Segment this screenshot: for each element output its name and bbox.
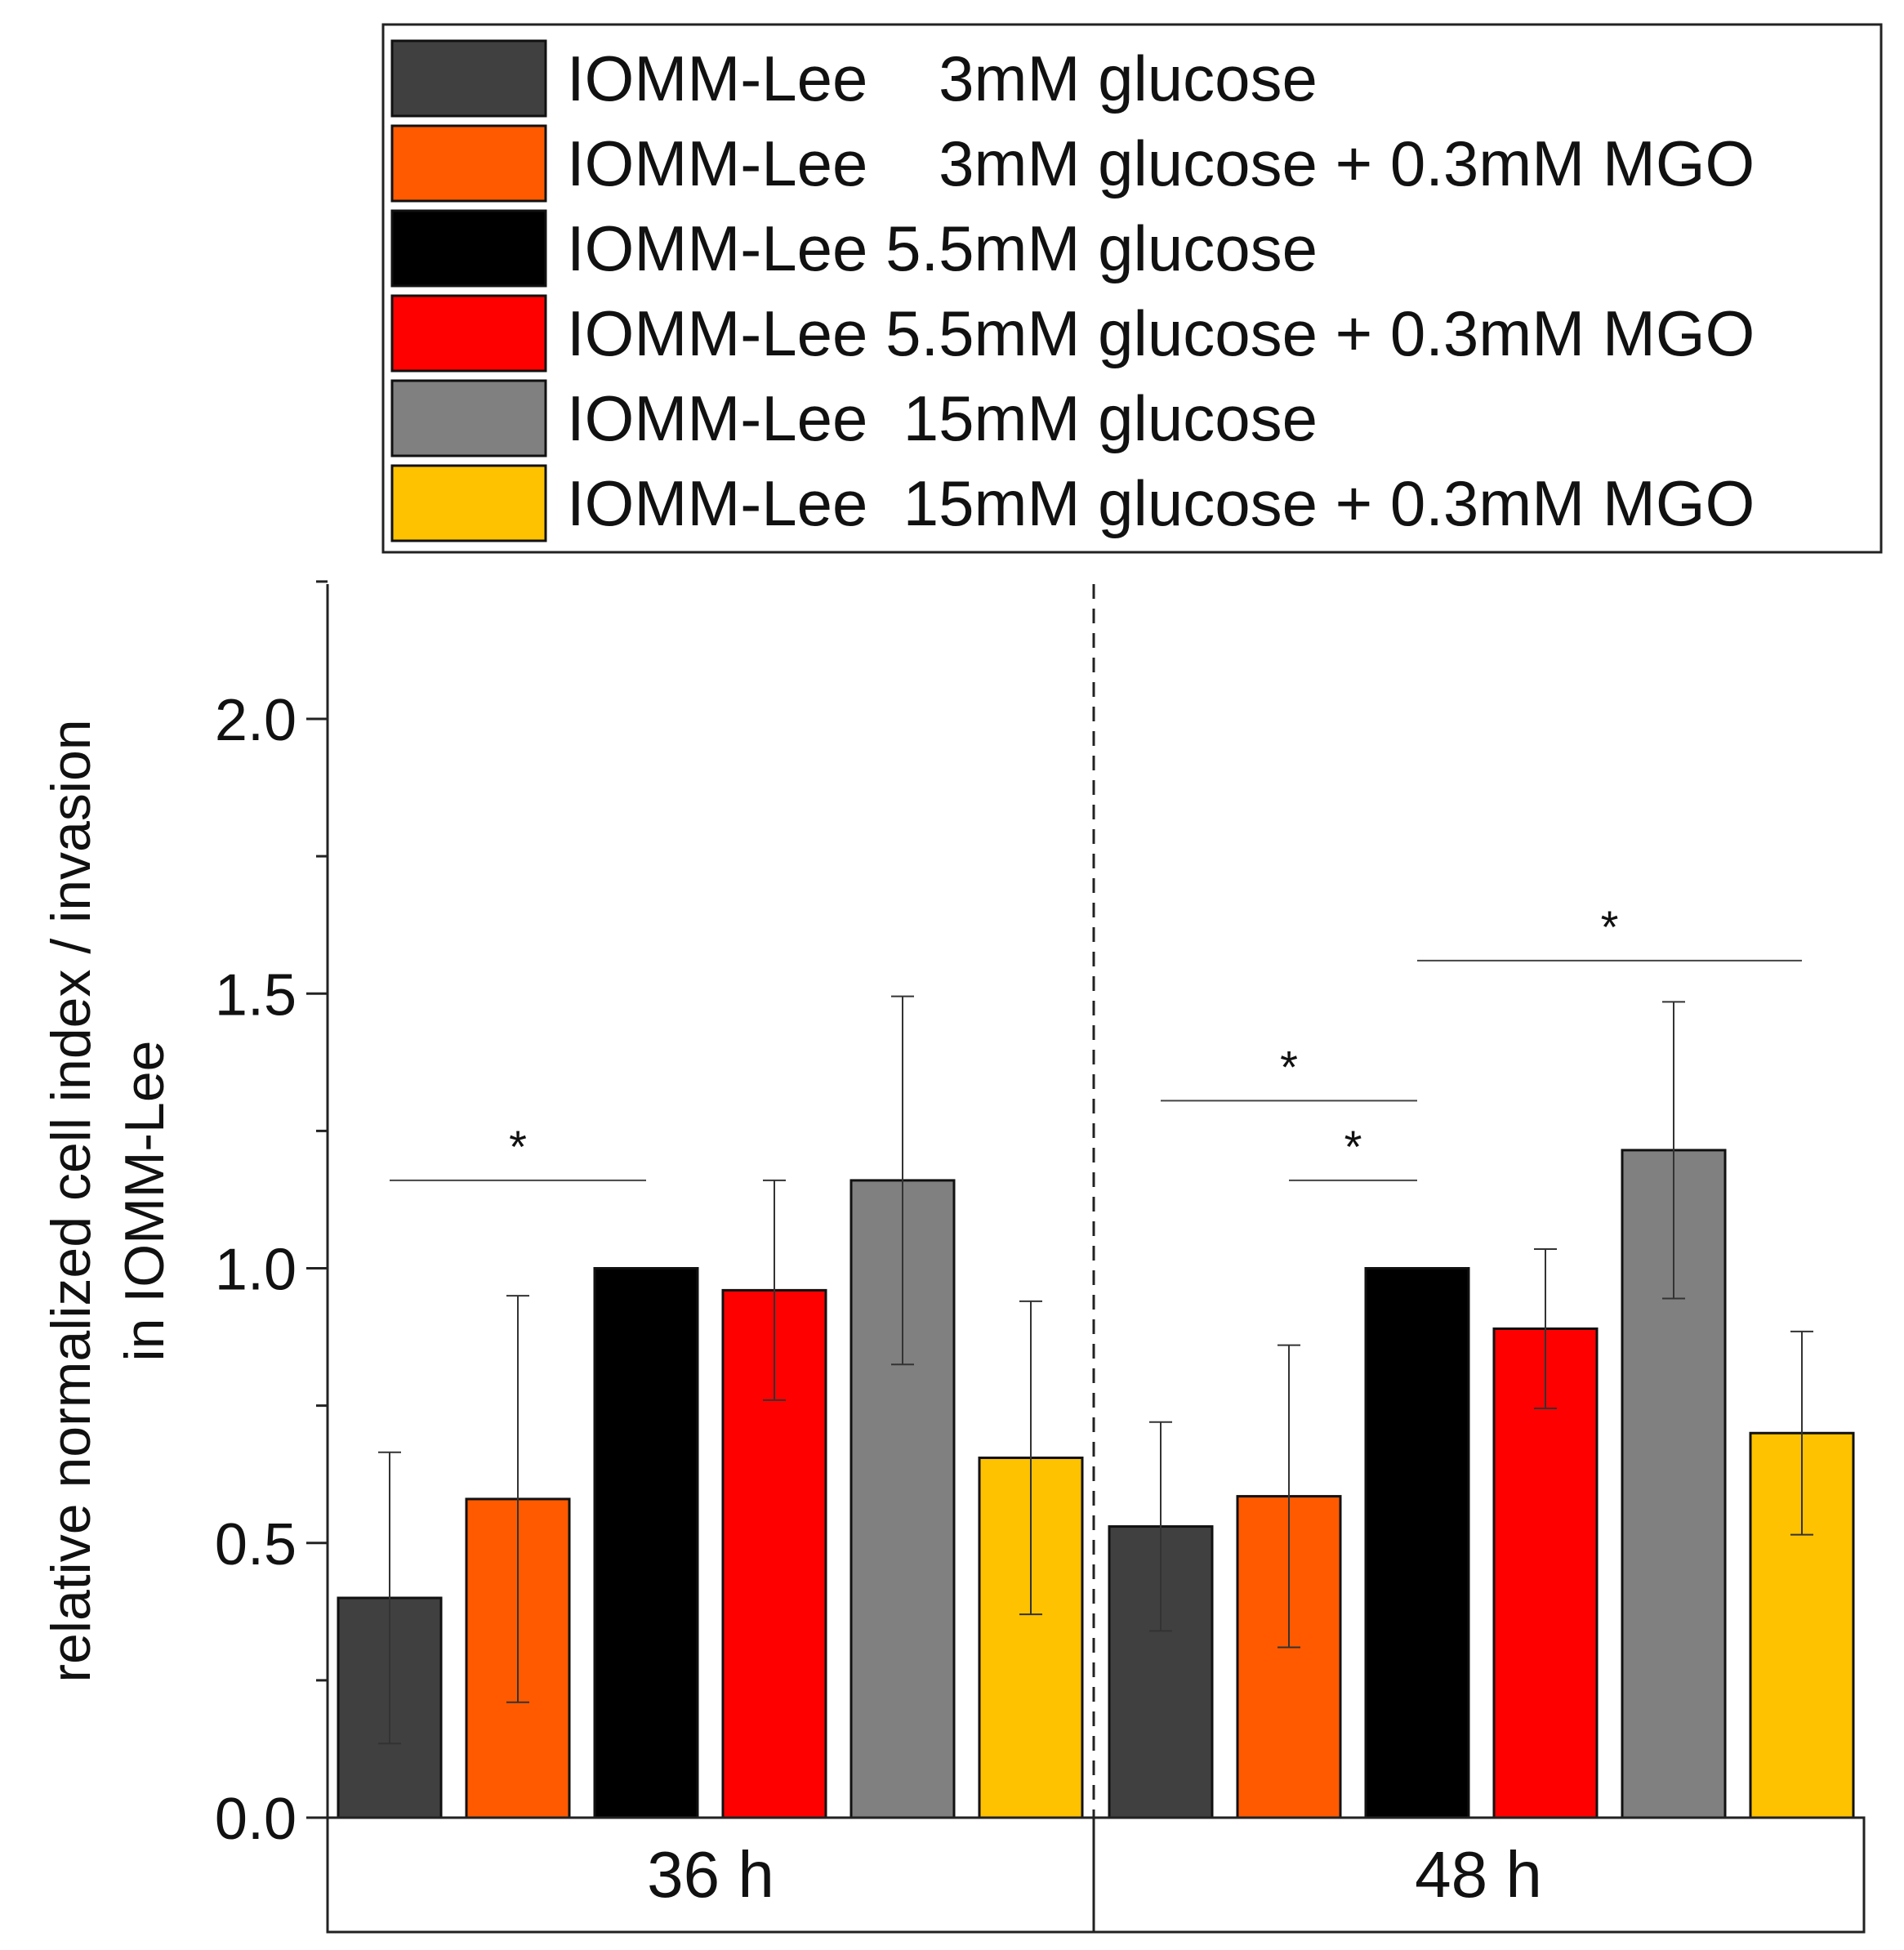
legend-label: IOMM-Lee 3mM glucose + 0.3mM MGO [567, 127, 1755, 199]
y-axis-title-line2: in IOMM-Lee [114, 1041, 176, 1362]
legend-label: IOMM-Lee 3mM glucose [567, 42, 1318, 114]
legend: IOMM-Lee 3mM glucose IOMM-Lee 3mM glucose… [381, 23, 1883, 554]
y-tick-label: 0.0 [215, 1787, 297, 1852]
y-tick-label: 0.5 [215, 1512, 297, 1577]
group-label-box: 36 h 48 h [326, 1816, 1866, 1934]
y-tick-label: 2.0 [215, 688, 297, 753]
legend-label: IOMM-Lee 5.5mM glucose [567, 212, 1318, 284]
significance-star: * [1344, 1121, 1362, 1172]
legend-swatch [390, 39, 547, 118]
plot-area: 0.0 0.5 1.0 1.5 2.0 * * * * [215, 580, 1864, 1852]
y-tick-label: 1.5 [215, 962, 297, 1028]
error-bars [378, 995, 1813, 1745]
bar [1364, 1267, 1470, 1819]
bars [337, 1149, 1855, 1819]
significance-star: * [1280, 1041, 1298, 1092]
group-label-48h: 48 h [1415, 1838, 1542, 1911]
legend-swatch [390, 294, 547, 373]
significance-star: * [509, 1121, 527, 1172]
bar [593, 1267, 699, 1819]
legend-swatch [390, 379, 547, 457]
group-label-frame [326, 1816, 1866, 1934]
legend-swatch [390, 464, 547, 542]
significance-star: * [1601, 901, 1619, 953]
y-axis: 0.0 0.5 1.0 1.5 2.0 [215, 580, 329, 1852]
legend-swatch [390, 209, 547, 288]
y-tick-label: 1.0 [215, 1238, 297, 1303]
y-axis-title-line1: relative normalized cell index / invasio… [40, 719, 102, 1682]
significance-marks: * * * * [390, 901, 1802, 1181]
legend-label: IOMM-Lee 5.5mM glucose + 0.3mM MGO [567, 297, 1755, 369]
legend-label: IOMM-Lee 15mM glucose + 0.3mM MGO [567, 467, 1755, 539]
legend-label: IOMM-Lee 15mM glucose [567, 382, 1318, 454]
group-label-36h: 36 h [647, 1838, 774, 1911]
legend-swatch [390, 124, 547, 203]
legend-box [381, 23, 1883, 554]
y-axis-title: relative normalized cell index / invasio… [40, 719, 176, 1682]
